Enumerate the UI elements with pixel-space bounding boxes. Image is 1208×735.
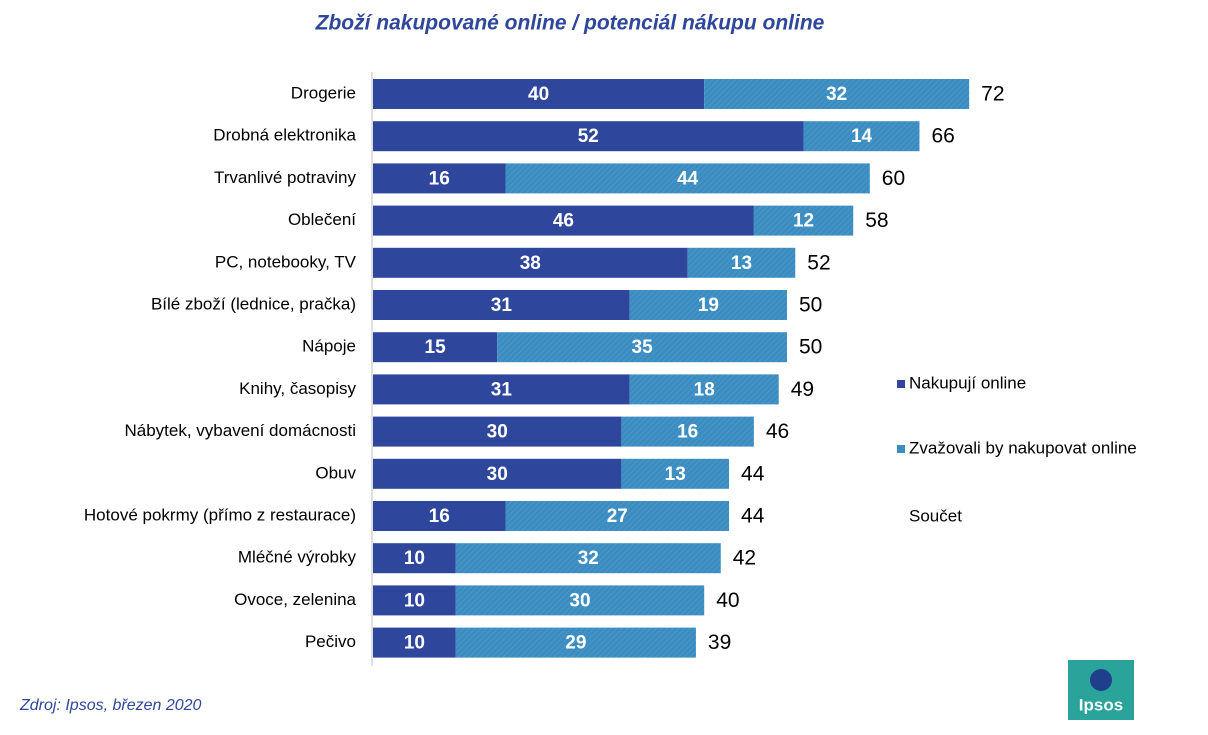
bar-segment [629,290,787,320]
y-tick-label: Pečivo [305,632,356,651]
bar-segment [497,332,787,363]
legend-swatch [897,445,905,453]
data-label: 16 [429,506,450,527]
data-label: 19 [698,295,719,316]
data-label: 30 [487,464,508,485]
data-label: 13 [731,253,752,274]
bar-segment [373,79,705,109]
y-tick-label: Knihy, časopisy [239,379,356,398]
bar-segment [373,121,804,152]
bar-segment [373,501,506,531]
total-label: 44 [741,505,765,528]
y-tick-label: Bílé zboží (lednice, pračka) [151,294,356,313]
data-label: 31 [491,295,513,316]
data-label: 30 [569,590,590,611]
bar-segment [373,458,622,489]
bar-segment [373,290,630,320]
data-label: 18 [694,379,715,400]
bar-segment [373,416,622,447]
bar-segment [629,374,779,405]
logo: Ipsos [1079,695,1123,714]
y-tick-label: PC, notebooky, TV [215,252,357,271]
data-label: 46 [553,211,574,232]
bar-segment [373,332,498,363]
data-label: 16 [429,168,450,189]
data-label: 10 [404,590,425,611]
y-tick-label: Nápoje [302,337,356,356]
y-tick-label: Hotové pokrmy (přímo z restaurace) [84,505,356,524]
data-label: 27 [607,506,628,527]
bar-segment [505,163,870,194]
y-tick-label: Ovoce, zelenina [234,590,356,609]
legend-label: Součet [909,506,962,525]
data-label: 10 [404,633,425,654]
data-label: 44 [677,168,699,189]
bar-segment [373,627,456,658]
data-label: 14 [851,126,873,147]
bar-segment [687,247,796,278]
y-tick-label: Drobná elektronika [213,126,356,145]
y-tick-label: Oblečení [288,210,356,229]
total-label: 52 [807,251,830,274]
y-tick-label: Drogerie [291,83,356,102]
data-label: 32 [578,548,599,569]
bar-segment [455,585,705,616]
chart-title: Zboží nakupované online / potenciál náku… [315,12,825,35]
total-label: 72 [981,83,1004,106]
total-label: 46 [766,420,789,443]
y-tick-label: Trvanlivé potraviny [214,168,357,187]
bar-segment [621,458,730,489]
total-label: 42 [733,547,756,570]
bar-segment [803,121,920,152]
total-label: 50 [799,336,822,359]
data-label: 10 [404,548,425,569]
bar-segment [373,247,688,278]
total-label: 58 [865,209,888,232]
bar-segment [455,627,696,658]
bar-segment [373,585,456,616]
bar-segment [373,543,456,574]
data-label: 30 [487,422,508,443]
legend-label: Zvažovali by nakupovat online [909,438,1137,457]
data-label: 52 [578,126,599,147]
bar-segment [373,163,506,194]
data-label: 15 [425,337,447,358]
data-label: 38 [520,253,541,274]
bar-segment [373,205,754,236]
total-label: 66 [931,125,954,148]
legend-swatch [897,380,905,388]
data-label: 13 [665,464,686,485]
data-label: 12 [793,211,814,232]
data-label: 35 [632,337,654,358]
data-label: 16 [677,422,698,443]
bar-segment [505,501,730,531]
y-tick-label: Mléčné výrobky [238,548,357,567]
total-label: 50 [799,294,822,317]
data-label: 32 [826,84,847,105]
total-label: 40 [716,589,739,612]
bar-segment [704,79,970,109]
data-label: 31 [491,379,513,400]
logo-icon [1090,669,1112,691]
bar-segment [455,543,721,574]
y-tick-label: Nábytek, vybavení domácnosti [124,421,356,440]
bar-segment [753,205,854,236]
data-label: 40 [528,84,549,105]
data-label: 29 [565,633,586,654]
bar-segment [621,416,754,447]
total-label: 44 [741,462,765,485]
total-label: 49 [791,378,814,401]
y-tick-label: Obuv [315,463,356,482]
source: Zdroj: Ipsos, březen 2020 [19,697,202,714]
bar-segment [373,374,630,405]
legend-label: Nakupují online [909,373,1026,392]
total-label: 60 [882,167,905,190]
total-label: 39 [708,631,731,654]
